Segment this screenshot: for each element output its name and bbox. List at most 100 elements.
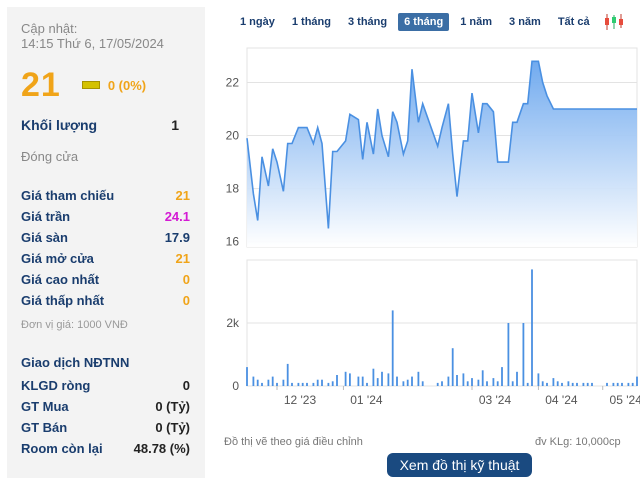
tab-all[interactable]: Tất cả [557, 16, 590, 28]
foreign-value: 48.78 (%) [133, 441, 190, 456]
volume-bar [261, 382, 263, 386]
volume-label: Khối lượng [21, 117, 98, 133]
volume-bar [391, 310, 394, 386]
volume-bar [486, 381, 488, 386]
stat-row-low: Giá thấp nhất 0 [21, 290, 191, 311]
volume-bar [636, 376, 638, 386]
close-label: Đóng cửa [21, 149, 79, 164]
volume-bar [312, 382, 315, 386]
update-time: 14:15 Thứ 6, 17/05/2024 [21, 36, 164, 51]
volume-bar [411, 376, 413, 386]
volume-series [246, 269, 638, 387]
volume-unit-note: đv KLg: 10,000cp [535, 436, 621, 448]
price-tick-label: 16 [226, 235, 240, 249]
volume-bar [501, 367, 503, 386]
volume-bar [627, 382, 630, 386]
price-tick-label: 20 [226, 129, 240, 143]
quote-panel: Cập nhật: 14:15 Thứ 6, 17/05/2024 21 0 (… [7, 7, 205, 478]
volume-bar [561, 382, 563, 386]
volume-bar [297, 382, 300, 386]
volume-bar [612, 382, 615, 386]
price-axis: 22 20 18 16 [226, 75, 240, 248]
stat-value: 0 [182, 272, 190, 287]
volume-bar [546, 382, 548, 386]
price-change: 0 (0%) [107, 77, 147, 93]
volume-bar [552, 378, 555, 386]
volume-bar [582, 382, 585, 386]
volume-bar [451, 348, 454, 386]
volume-bar [456, 375, 458, 386]
stat-row-reference: Giá tham chiếu 21 [21, 185, 191, 206]
volume-bar [306, 382, 308, 386]
volume-bar [252, 376, 255, 386]
volume-grid [246, 259, 638, 387]
stat-row-open: Giá mở cửa 21 [21, 248, 191, 269]
volume-bar [522, 323, 525, 386]
tab-6-months[interactable]: 6 tháng [398, 13, 450, 31]
volume-bar [631, 382, 634, 386]
volume-bar [357, 376, 360, 386]
volume-bar [531, 269, 533, 386]
volume-bar [571, 382, 574, 386]
stat-label: Giá mở cửa [21, 251, 94, 266]
volume-bar [417, 371, 420, 386]
price-row: 21 0 (0%) [21, 65, 191, 105]
tab-1-year[interactable]: 1 năm [460, 16, 493, 28]
price-tick-label: 18 [226, 182, 240, 196]
foreign-label: KLGD ròng [21, 378, 91, 393]
volume-bar [291, 382, 293, 386]
stat-value: 24.1 [164, 209, 190, 224]
volume-bar [366, 382, 368, 386]
stat-row-high: Giá cao nhất 0 [21, 269, 191, 290]
volume-bar [387, 373, 390, 386]
technical-chart-button[interactable]: Xem đồ thị kỹ thuật [387, 453, 532, 477]
volume-bar [466, 381, 469, 386]
volume-bar [331, 381, 334, 386]
volume-bar [321, 379, 323, 386]
volume-bar [402, 381, 405, 386]
stat-label: Giá trần [21, 209, 71, 224]
volume-axis: 2k 0 [226, 316, 240, 393]
x-tick-label: 03 '24 [479, 393, 512, 407]
stat-row-ceiling: Giá trần 24.1 [21, 206, 191, 227]
candlestick-icon[interactable] [603, 13, 625, 31]
volume-bar [301, 382, 304, 386]
volume-bar [492, 378, 495, 386]
volume-tick-label: 0 [232, 379, 239, 393]
price-line [246, 60, 637, 229]
foreign-value: 0 [182, 378, 190, 393]
x-tick-label: 01 '24 [350, 393, 383, 407]
volume-bar [421, 381, 424, 386]
volume-bar [516, 371, 518, 386]
volume-bar [481, 370, 484, 387]
volume-bar [441, 381, 443, 386]
volume-bar [267, 379, 270, 386]
tab-3-years[interactable]: 3 năm [509, 16, 541, 28]
adjusted-price-note: Đồ thị vẽ theo giá điều chỉnh [224, 436, 363, 448]
volume-bar [349, 373, 351, 386]
volume-tick-label: 2k [226, 316, 240, 330]
tab-3-months[interactable]: 3 tháng [347, 16, 388, 28]
volume-bar [586, 382, 589, 386]
volume-bar [256, 379, 259, 386]
tab-1-day[interactable]: 1 ngày [240, 16, 275, 28]
price-area [247, 61, 637, 247]
foreign-row: KLGD ròng 0 [21, 375, 191, 396]
volume-bar [344, 371, 347, 386]
volume-bar [621, 382, 623, 386]
volume-bar [282, 379, 285, 386]
unit-note: Đơn vị giá: 1000 VNĐ [21, 319, 128, 331]
stat-label: Giá cao nhất [21, 272, 100, 287]
volume-bar [507, 323, 510, 386]
tab-1-month[interactable]: 1 tháng [291, 16, 331, 28]
volume-bar [537, 373, 540, 386]
volume-bar [336, 375, 338, 386]
volume-bar [286, 363, 289, 386]
volume-bar [447, 376, 450, 386]
volume-value: 1 [171, 117, 179, 133]
volume-bar [372, 368, 375, 386]
foreign-value: 0 (Tỷ) [155, 399, 190, 414]
stat-value: 17.9 [164, 230, 190, 245]
volume-bar [526, 382, 529, 386]
price-series [246, 60, 637, 247]
